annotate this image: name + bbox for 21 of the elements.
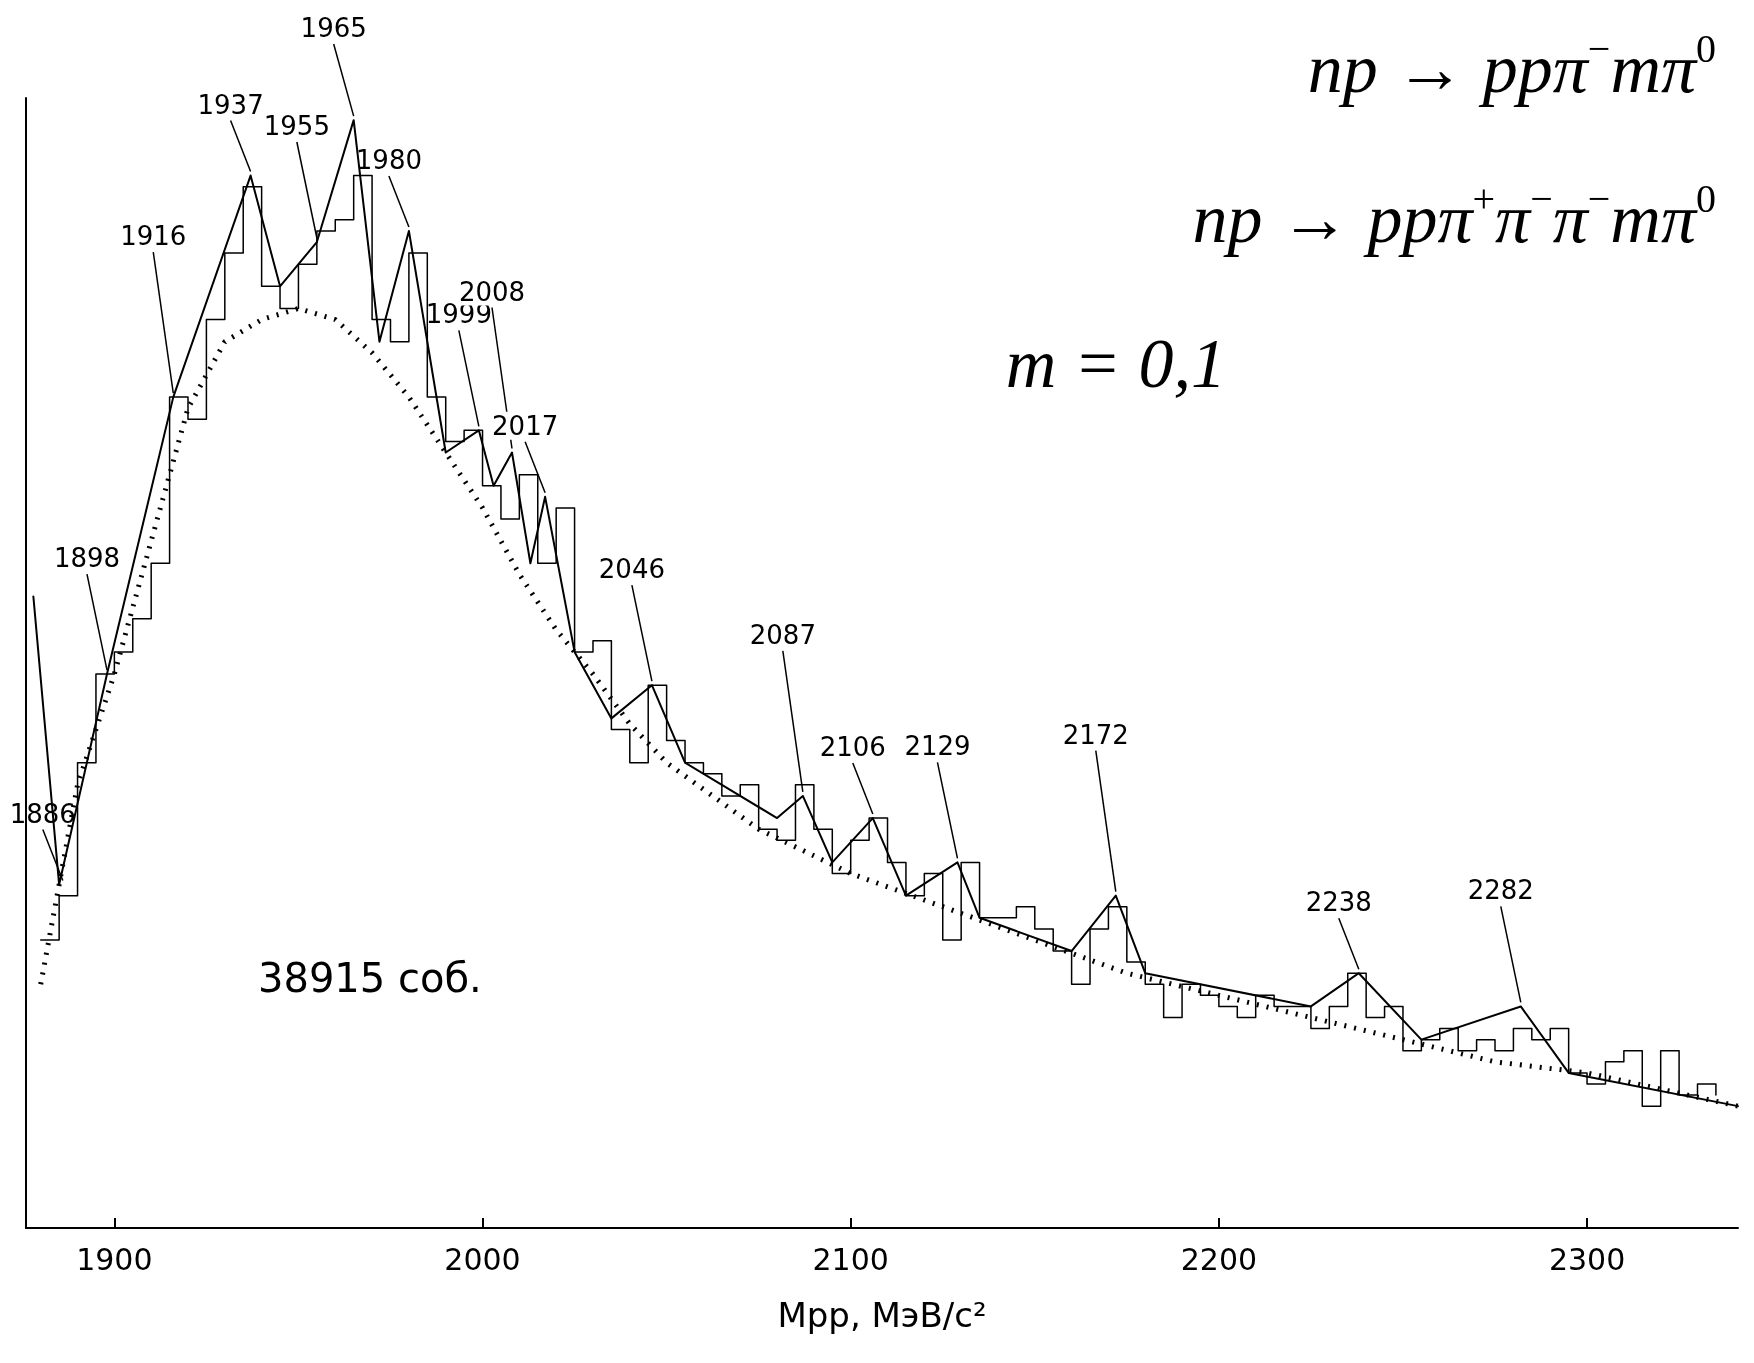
annotation: 2087 [749, 619, 816, 650]
annotation: 1955 [263, 111, 330, 142]
annotation: 2129 [904, 731, 971, 762]
annotation: 1898 [53, 543, 121, 574]
annotation: 38915 соб. [258, 955, 482, 1001]
annotation: 2282 [1467, 875, 1534, 906]
x-tick-label: 2000 [444, 1241, 521, 1277]
annotation: 2172 [1062, 719, 1129, 750]
annotation: 1965 [300, 13, 367, 43]
x-tick-label: 2200 [1180, 1241, 1258, 1277]
annotation: 1916 [120, 221, 187, 252]
annotation: 2106 [819, 732, 886, 763]
x-axis-title: Мрр, МэВ/с² [777, 1295, 987, 1335]
annotation: 1937 [197, 89, 264, 120]
x-tick-label: 1900 [76, 1241, 153, 1277]
annotation: 2238 [1305, 887, 1372, 918]
annotation: m = 0,1 [1005, 324, 1227, 402]
x-tick-label: 2100 [812, 1241, 889, 1277]
x-tick-label: 2300 [1548, 1241, 1626, 1277]
annotation: 2046 [598, 554, 665, 585]
annotation: 2017 [492, 410, 559, 441]
